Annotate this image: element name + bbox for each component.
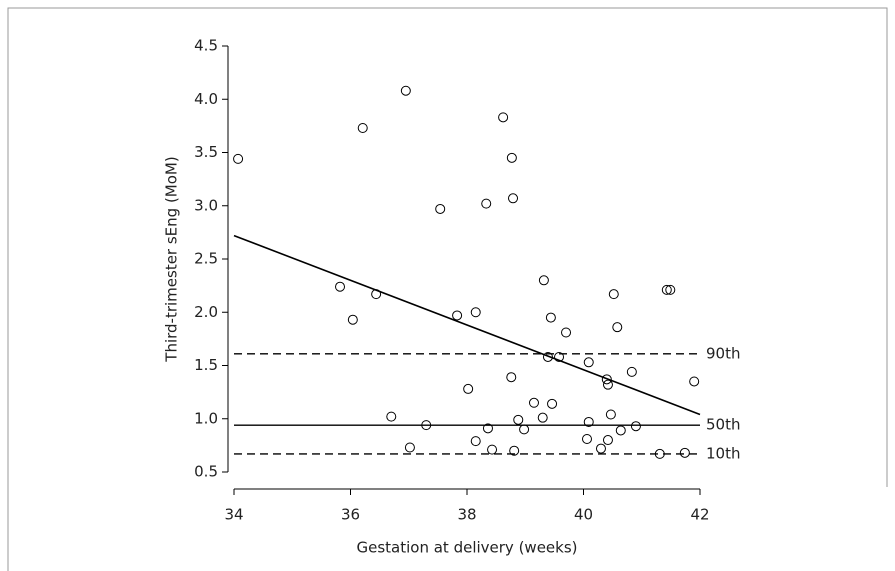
point [605, 409, 616, 420]
point [233, 153, 244, 164]
point [542, 351, 553, 362]
y-tick-label: 1.0 [194, 409, 218, 427]
y-tick-label: 1.5 [194, 356, 218, 374]
point [545, 312, 556, 323]
y-tick-label: 2.0 [194, 303, 218, 321]
point [608, 289, 619, 300]
x-tick-label: 36 [341, 506, 360, 524]
point [435, 203, 446, 214]
point [371, 289, 382, 300]
y-tick-label: 4.5 [194, 37, 218, 55]
y-tick-label: 3.5 [194, 143, 218, 161]
point [602, 379, 613, 390]
point [452, 310, 463, 321]
point [400, 85, 411, 96]
point [538, 275, 549, 286]
point [554, 351, 565, 362]
point [612, 322, 623, 333]
point [509, 445, 520, 456]
point [602, 435, 613, 446]
point [665, 284, 676, 295]
reference-label: 90th [706, 344, 740, 362]
point [581, 433, 592, 444]
point [547, 398, 558, 409]
x-tick-label: 42 [690, 506, 709, 524]
point [689, 376, 700, 387]
trend-line [233, 234, 701, 416]
point [498, 112, 509, 123]
point [482, 423, 493, 434]
point [470, 436, 481, 447]
point [463, 383, 474, 394]
point [561, 327, 572, 338]
point [487, 444, 498, 455]
point [335, 281, 346, 292]
point [583, 357, 594, 368]
reference-label: 50th [706, 416, 740, 434]
point [519, 424, 530, 435]
point [347, 314, 358, 325]
frame [7, 7, 888, 571]
point [506, 372, 517, 383]
point [654, 448, 665, 459]
y-tick-label: 4.0 [194, 90, 218, 108]
point [357, 123, 368, 134]
reference-label: 10th [706, 444, 740, 462]
point [537, 412, 548, 423]
x-tick-label: 38 [457, 506, 476, 524]
point [661, 284, 672, 295]
point [508, 193, 519, 204]
point [421, 420, 432, 431]
x-axis-label: Gestation at delivery (weeks) [356, 539, 577, 557]
point [481, 198, 492, 209]
point [470, 307, 481, 318]
point [528, 397, 539, 408]
y-tick-label: 2.5 [194, 250, 218, 268]
point [679, 447, 690, 458]
point [615, 425, 626, 436]
point [595, 443, 606, 454]
point [630, 421, 641, 432]
point [626, 366, 637, 377]
x-tick-label: 40 [574, 506, 593, 524]
x-tick-label: 34 [224, 506, 243, 524]
y-tick-label: 0.5 [194, 463, 218, 481]
point [513, 414, 524, 425]
point [386, 411, 397, 422]
y-axis-label: Third-trimester sEng (MoM) [163, 156, 181, 362]
y-tick-label: 3.0 [194, 196, 218, 214]
point [506, 152, 517, 163]
point [601, 374, 612, 385]
point [583, 416, 594, 427]
point [404, 442, 415, 453]
